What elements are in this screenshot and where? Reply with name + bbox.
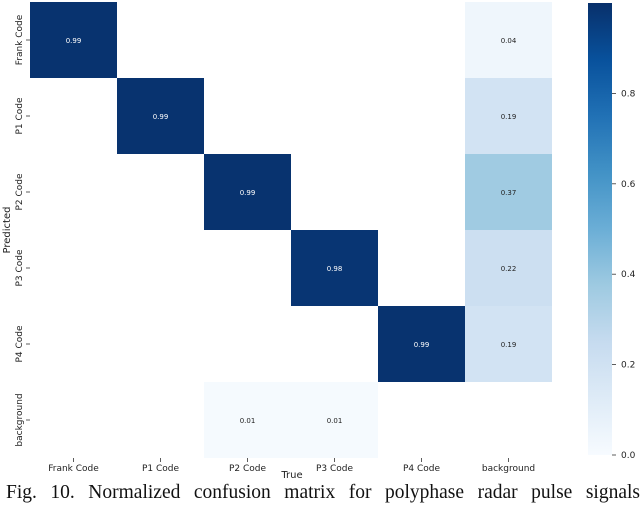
- x-tick-label: background: [482, 464, 535, 474]
- heatmap-cells: [30, 2, 552, 458]
- x-axis: Frank Code P1 Code P2 Code P3 Code P4 Code ba…: [48, 458, 535, 474]
- y-axis: Frank Code P1 Code P2 Code P3 Code P4 Code ba…: [15, 14, 30, 447]
- x-axis-title: True: [280, 470, 302, 480]
- y-tick-label: P2 Code: [15, 173, 25, 211]
- x-tick-label: P2 Code: [229, 464, 267, 474]
- heatmap-cell: [465, 230, 552, 306]
- heatmap-cell: [204, 382, 291, 458]
- cell-value-label: 0.04: [501, 37, 517, 45]
- cell-value-label: 0.98: [327, 265, 343, 273]
- heatmap-cell: [378, 306, 465, 382]
- cell-value-label: 0.01: [240, 417, 256, 425]
- colorbar-tick-label: 0.0: [621, 451, 636, 461]
- heatmap-cell: [465, 2, 552, 78]
- y-tick-label: P3 Code: [15, 249, 25, 287]
- confusion-matrix-chart: 0.99 0.04 0.99 0.19 0.99 0.37 0.98 0.22 0.99 0.19…: [2, 2, 636, 480]
- x-tick-label: Frank Code: [48, 464, 99, 474]
- y-axis-title: Predicted: [2, 207, 13, 254]
- colorbar-tick-label: 0.2: [621, 361, 635, 371]
- heatmap-cell: [30, 2, 117, 78]
- heatmap-cell: [204, 154, 291, 230]
- cell-value-label: 0.19: [501, 113, 517, 121]
- heatmap-cell: [291, 382, 378, 458]
- y-tick-label: background: [15, 393, 25, 446]
- figure-caption: Fig. 10. Normalized confusion matrix for…: [6, 482, 640, 503]
- cell-value-label: 0.99: [66, 37, 82, 45]
- colorbar: [588, 3, 612, 455]
- colorbar-tick-label: 0.8: [621, 89, 636, 99]
- x-tick-label: P4 Code: [403, 464, 441, 474]
- heatmap-cell-labels: 0.99 0.04 0.99 0.19 0.99 0.37 0.98 0.22 0.99 0.19…: [66, 37, 517, 425]
- y-tick-label: Frank Code: [15, 14, 25, 65]
- heatmap-cell: [465, 154, 552, 230]
- cell-value-label: 0.37: [501, 189, 517, 197]
- cell-value-label: 0.99: [414, 341, 430, 349]
- colorbar-tick-label: 0.6: [621, 180, 636, 190]
- y-tick-label: P4 Code: [15, 325, 25, 363]
- colorbar-tick-label: 0.4: [621, 270, 636, 280]
- x-tick-label: P1 Code: [142, 464, 180, 474]
- cell-value-label: 0.01: [327, 417, 343, 425]
- x-tick-label: P3 Code: [316, 464, 354, 474]
- y-tick-label: P1 Code: [15, 97, 25, 135]
- cell-value-label: 0.99: [240, 189, 256, 197]
- cell-value-label: 0.19: [501, 341, 517, 349]
- cell-value-label: 0.22: [501, 265, 517, 273]
- heatmap-cell: [465, 306, 552, 382]
- heatmap-cell: [117, 78, 204, 154]
- cell-value-label: 0.99: [153, 113, 169, 121]
- colorbar-ticks: 0.0 0.2 0.4 0.6 0.8: [612, 89, 636, 461]
- heatmap-cell: [465, 78, 552, 154]
- heatmap-cell: [291, 230, 378, 306]
